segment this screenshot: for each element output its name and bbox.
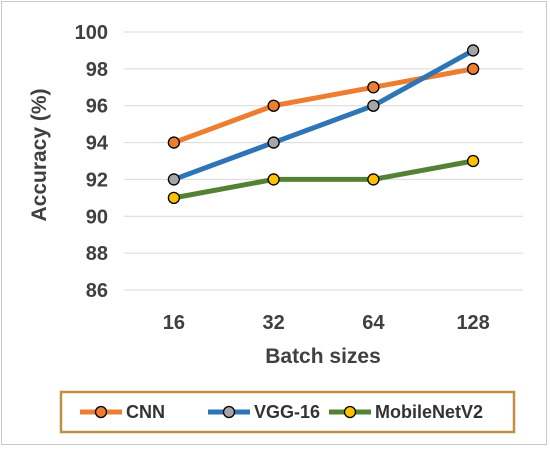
data-point xyxy=(267,99,280,112)
legend: CNN VGG-16 MobileNetV2 xyxy=(59,390,516,434)
legend-item: MobileNetV2 xyxy=(329,402,483,422)
x-tick-label: 64 xyxy=(362,312,385,334)
data-point xyxy=(167,136,181,149)
legend-marker xyxy=(343,405,357,419)
data-point xyxy=(267,173,280,186)
x-tick-label: 32 xyxy=(263,312,285,334)
data-point xyxy=(367,81,380,94)
y-tick-label: 100 xyxy=(75,22,108,44)
line-chart: 86 88 90 92 94 96 98 100 16 32 64 128 Accuracy (%)… xyxy=(28,22,523,434)
data-point xyxy=(167,191,181,205)
y-tick-label: 86 xyxy=(86,280,108,302)
legend-label: CNN xyxy=(126,402,165,422)
series-line xyxy=(171,47,476,182)
y-tick-label: 92 xyxy=(86,169,108,191)
x-tick-label: 16 xyxy=(163,312,185,334)
y-tick-label: 96 xyxy=(86,96,108,118)
legend-label: VGG-16 xyxy=(254,402,320,422)
data-point xyxy=(466,62,480,76)
legend-label: MobileNetV2 xyxy=(375,402,483,422)
data-point xyxy=(367,99,380,112)
y-axis-title: Accuracy (%) xyxy=(28,88,51,221)
legend-item: VGG-16 xyxy=(208,402,320,422)
x-axis-title: Batch sizes xyxy=(265,345,381,368)
legend-marker xyxy=(222,405,236,419)
data-point xyxy=(267,136,280,149)
y-axis-ticks: 86 88 90 92 94 96 98 100 xyxy=(75,22,109,302)
gridlines xyxy=(124,31,523,291)
series-vgg-16 xyxy=(167,44,480,186)
legend-item: CNN xyxy=(80,402,165,422)
data-point xyxy=(367,173,380,186)
legend-marker xyxy=(94,405,108,419)
series-lines xyxy=(167,44,480,205)
legend-box xyxy=(59,390,516,434)
y-tick-label: 94 xyxy=(86,133,109,155)
data-point xyxy=(167,173,181,186)
series-mobilenetv2 xyxy=(167,154,480,205)
x-axis-ticks: 16 32 64 128 xyxy=(163,312,490,334)
y-tick-label: 98 xyxy=(86,59,108,81)
chart-frame: 86 88 90 92 94 96 98 100 16 32 64 128 Accuracy (%)… xyxy=(1,1,547,445)
data-point xyxy=(466,44,480,57)
y-tick-label: 90 xyxy=(86,206,108,228)
y-tick-label: 88 xyxy=(86,243,108,265)
data-point xyxy=(466,154,480,168)
series-line xyxy=(171,158,476,201)
x-tick-label: 128 xyxy=(456,312,489,334)
